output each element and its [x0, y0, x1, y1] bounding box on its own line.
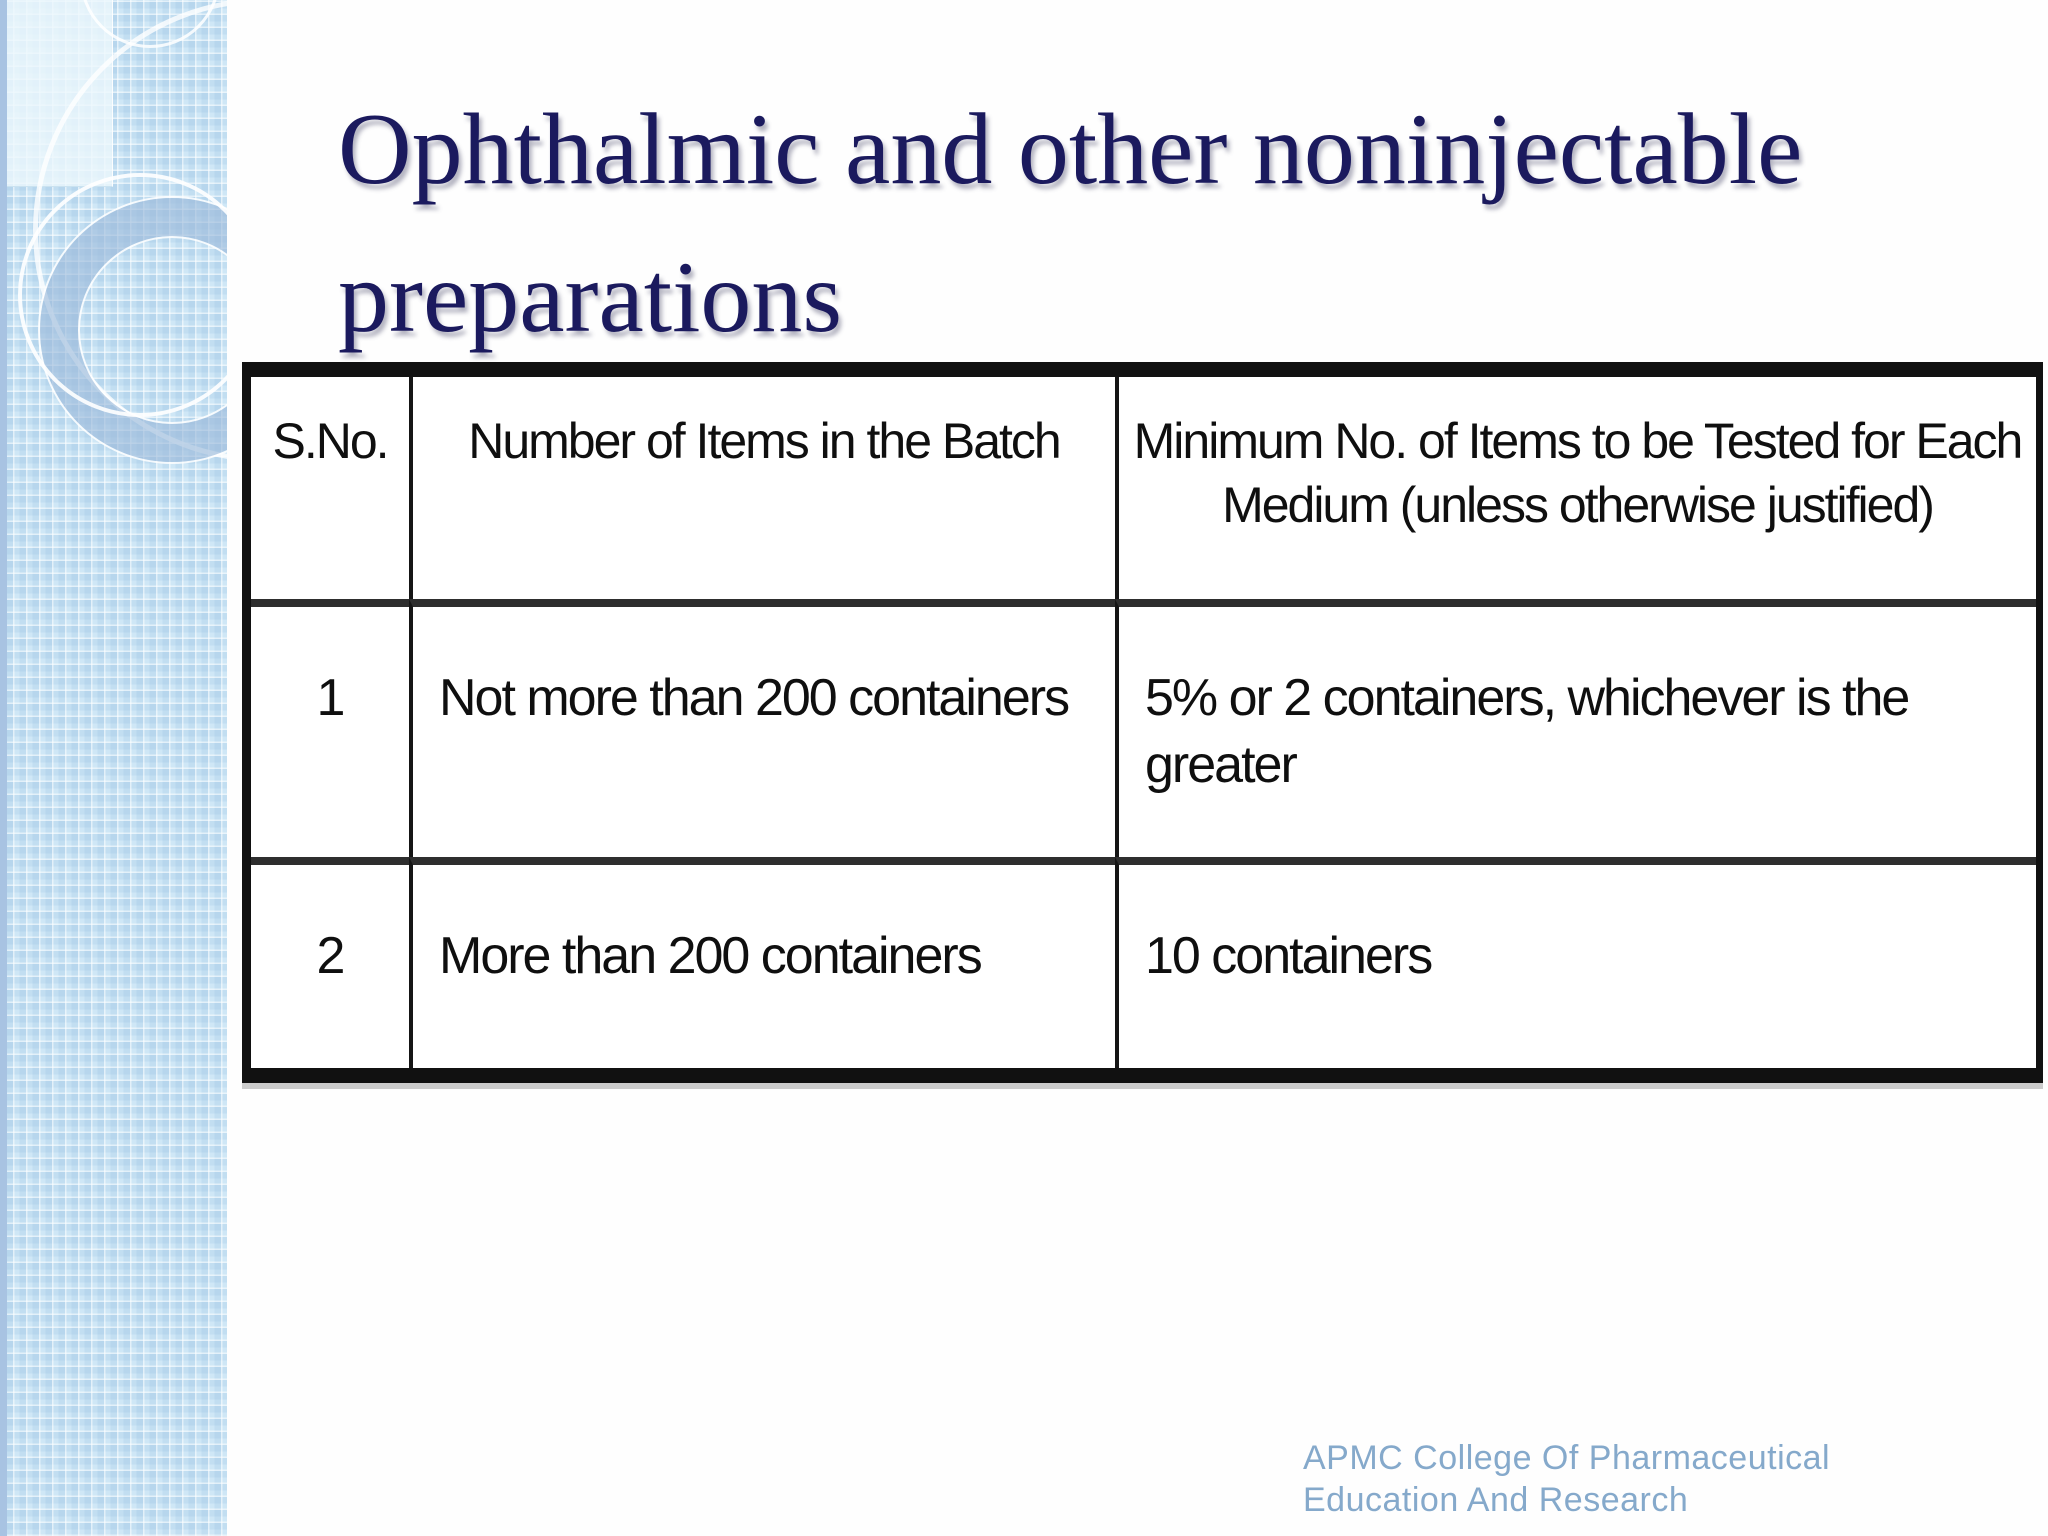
table-header-tested-label: Minimum No. of Items to be Tested for Ea… — [1133, 413, 2024, 533]
decorative-circle-outline-inner — [18, 173, 227, 417]
table-row: 2 — [251, 857, 409, 1068]
table-row: More than 200 containers — [409, 857, 1115, 1068]
sterility-testing-table: S.No. Number of Items in the Batch Minim… — [242, 362, 2043, 1083]
footer-credit-line1: APMC College Of Pharmaceutical — [1303, 1439, 1831, 1477]
row1-sno: 1 — [316, 669, 346, 727]
row2-sno: 2 — [316, 927, 346, 985]
row2-batch: More than 200 containers — [439, 927, 983, 985]
table-row: 5% or 2 containers, whichever is the gre… — [1115, 599, 2036, 857]
table-header-batch-label: Number of Items in the Batch — [468, 413, 1062, 469]
footer-credit-line2: Education And Research — [1303, 1481, 1689, 1519]
table-header-tested: Minimum No. of Items to be Tested for Ea… — [1115, 377, 2036, 599]
table-header-sno: S.No. — [251, 377, 409, 599]
row1-tested: 5% or 2 containers, whichever is the gre… — [1145, 669, 1910, 794]
table-row: Not more than 200 containers — [409, 599, 1115, 857]
footer-credit: APMC College Of Pharmaceutical Education… — [1303, 1437, 1830, 1521]
table-row: 1 — [251, 599, 409, 857]
row2-tested: 10 containers — [1145, 927, 1433, 985]
table-header-batch: Number of Items in the Batch — [409, 377, 1115, 599]
decorative-sidebar — [0, 0, 227, 1536]
table-header-sno-label: S.No. — [272, 413, 389, 469]
sidebar-edge-strip — [0, 0, 7, 1536]
row1-batch: Not more than 200 containers — [439, 669, 1070, 727]
table-row: 10 containers — [1115, 857, 2036, 1068]
slide-title: Ophthalmic and other noninjectable prepa… — [338, 93, 1803, 355]
